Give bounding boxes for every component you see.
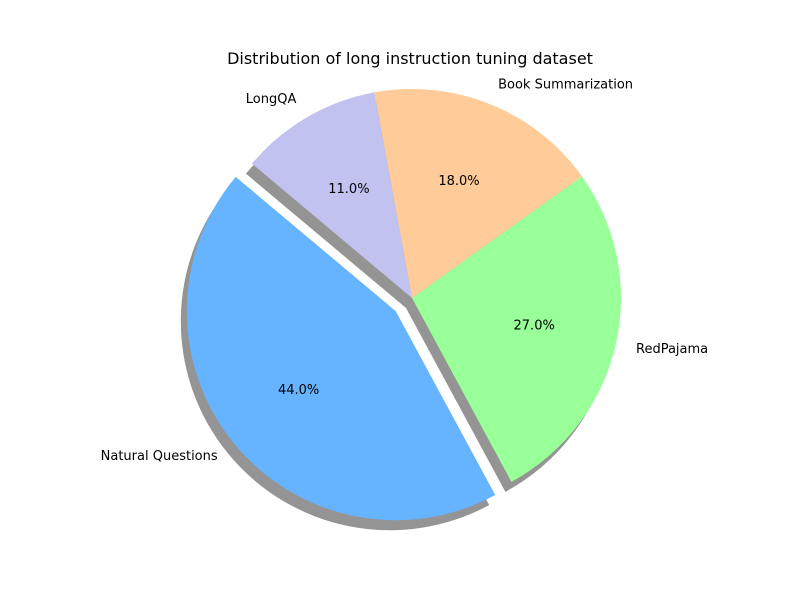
chart-title: Distribution of long instruction tuning … <box>227 49 593 68</box>
pie-slice-natural-questions <box>186 176 496 521</box>
slice-value-label-natural-questions: 44.0% <box>278 383 319 398</box>
slice-value-label-redpajama: 27.0% <box>514 319 555 334</box>
slice-category-label-book-summarization: Book Summarization <box>498 77 633 92</box>
pie-slices <box>186 88 621 521</box>
slice-value-label-longqa: 11.0% <box>328 182 369 197</box>
slice-category-label-natural-questions: Natural Questions <box>101 449 218 464</box>
pie-labels: 44.0% Natural Questions 27.0% RedPajama 18.0… <box>101 77 709 464</box>
slice-category-label-redpajama: RedPajama <box>636 342 708 357</box>
pie-slice-book-summarization <box>374 88 582 298</box>
slice-value-label-book-summarization: 18.0% <box>438 174 479 189</box>
slice-category-label-longqa: LongQA <box>246 92 297 107</box>
pie-slice-longqa <box>251 92 412 298</box>
pie-slice-redpajama <box>412 176 621 482</box>
